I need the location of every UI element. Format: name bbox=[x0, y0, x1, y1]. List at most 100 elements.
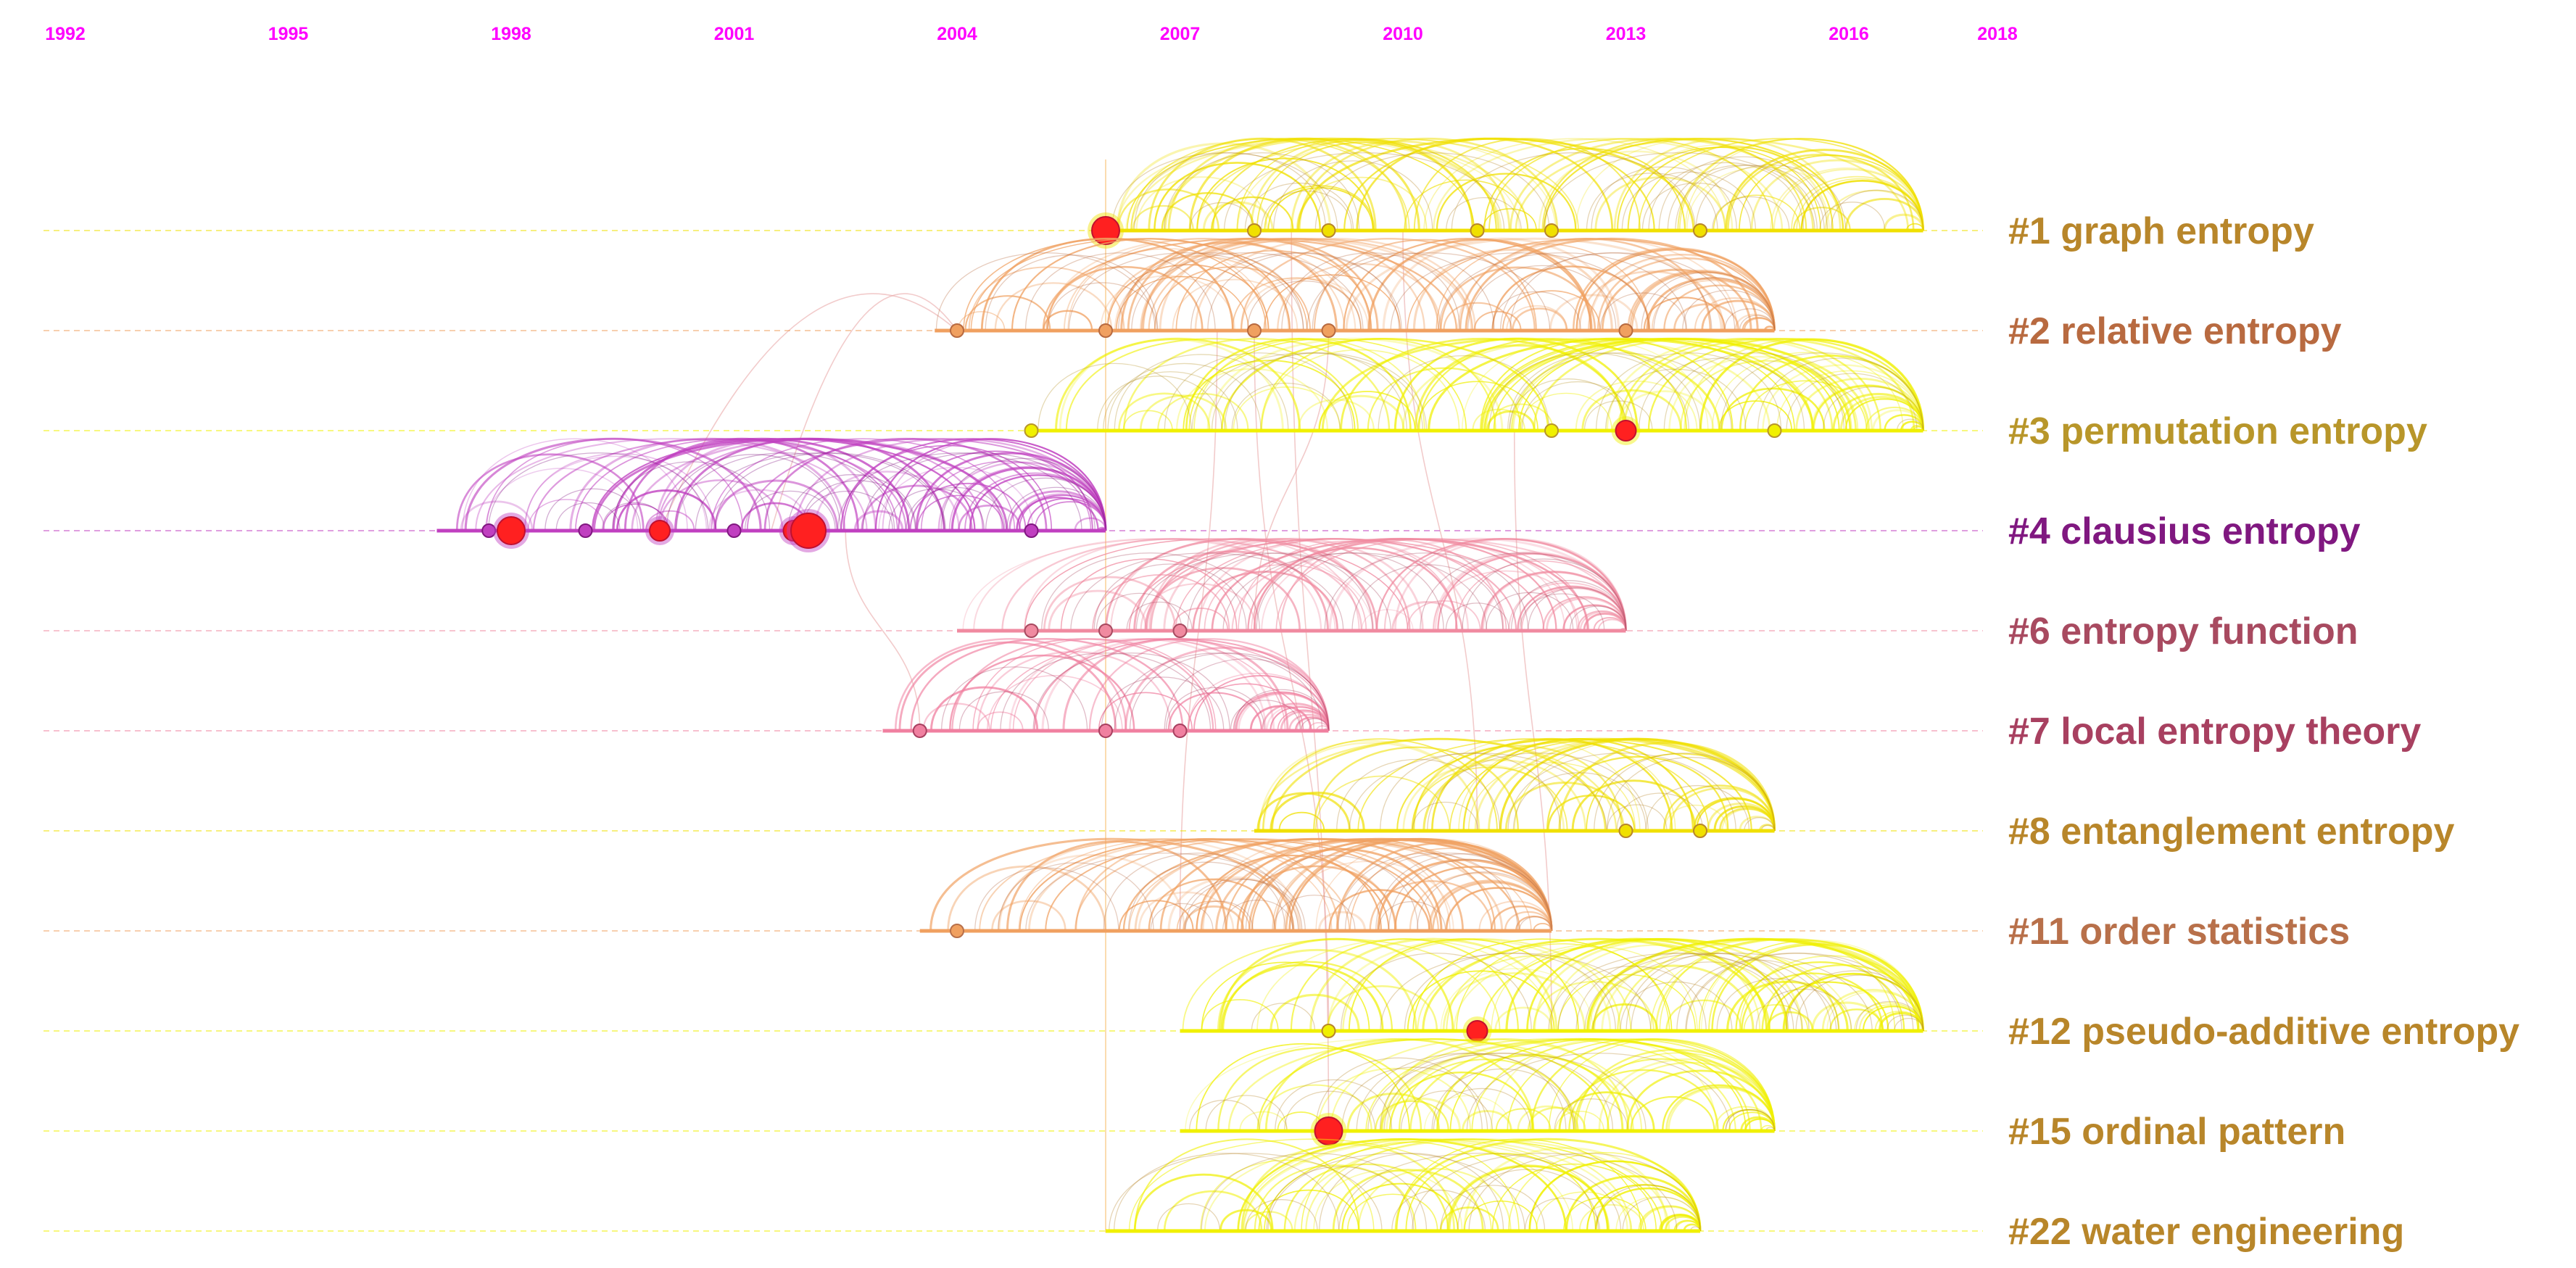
cluster-label[interactable]: #7 local entropy theory bbox=[2008, 710, 2421, 753]
citation-arc bbox=[1524, 1198, 1601, 1232]
cluster-label[interactable]: #12 pseudo-additive entropy bbox=[2008, 1011, 2519, 1053]
reference-node[interactable] bbox=[950, 924, 964, 938]
cluster-row[interactable]: #8 entanglement entropy bbox=[44, 737, 2455, 853]
reference-node[interactable] bbox=[1172, 724, 1188, 738]
citation-arc bbox=[1629, 270, 1776, 331]
cluster-label[interactable]: #2 relative entropy bbox=[2008, 310, 2342, 352]
cluster-row[interactable]: #1 graph entropy bbox=[44, 137, 2314, 252]
citation-arc bbox=[1844, 198, 1924, 231]
reference-node[interactable] bbox=[1615, 420, 1637, 442]
citation-arc bbox=[1865, 407, 1924, 431]
citation-arc bbox=[1456, 943, 1670, 1032]
cluster-row[interactable]: #3 permutation entropy bbox=[44, 337, 2427, 452]
citation-arc bbox=[1487, 403, 1554, 431]
citation-arc bbox=[1398, 1058, 1575, 1132]
citation-arc bbox=[1262, 738, 1498, 832]
citation-arc bbox=[1433, 551, 1627, 631]
citation-arc bbox=[1190, 252, 1402, 331]
cluster-row[interactable]: #12 pseudo-additive entropy bbox=[44, 937, 2519, 1053]
cluster-label[interactable]: #8 entanglement entropy bbox=[2008, 811, 2455, 853]
citation-arc bbox=[1673, 1219, 1702, 1232]
citation-arc bbox=[744, 490, 836, 531]
citation-arc bbox=[1032, 652, 1230, 732]
reference-node[interactable] bbox=[1693, 223, 1707, 238]
cluster-label[interactable]: #4 clausius entropy bbox=[2008, 510, 2361, 552]
cluster-row[interactable]: #2 relative entropy bbox=[44, 237, 2342, 352]
citation-arc bbox=[1068, 252, 1304, 331]
reference-node[interactable] bbox=[1024, 523, 1039, 538]
reference-node[interactable] bbox=[1314, 1116, 1343, 1145]
citation-arc bbox=[1462, 1110, 1512, 1132]
citation-arc bbox=[1344, 853, 1552, 932]
reference-node[interactable] bbox=[497, 516, 526, 545]
cluster-row[interactable]: #7 local entropy theory bbox=[44, 637, 2421, 753]
citation-arc bbox=[1528, 587, 1627, 631]
reference-node[interactable] bbox=[950, 323, 964, 338]
citation-arc bbox=[1486, 592, 1574, 631]
citation-arc bbox=[1157, 1203, 1221, 1232]
cluster-label[interactable]: #22 water engineering bbox=[2008, 1211, 2404, 1253]
citation-arc bbox=[1206, 337, 1504, 431]
cluster-label[interactable]: #11 order statistics bbox=[2008, 911, 2350, 953]
reference-node[interactable] bbox=[578, 523, 593, 538]
cluster-label[interactable]: #3 permutation entropy bbox=[2008, 410, 2427, 452]
citation-arc bbox=[800, 480, 916, 531]
reference-node[interactable] bbox=[1544, 223, 1559, 238]
reference-node[interactable] bbox=[1091, 216, 1120, 245]
reference-node[interactable] bbox=[726, 523, 742, 538]
citation-arc bbox=[1684, 138, 1924, 231]
citation-arc bbox=[1896, 418, 1924, 431]
cluster-label[interactable]: #1 graph entropy bbox=[2008, 210, 2314, 252]
citation-arc bbox=[1164, 658, 1330, 732]
cluster-label[interactable]: #15 ordinal pattern bbox=[2008, 1111, 2345, 1153]
reference-node[interactable] bbox=[1321, 223, 1336, 238]
reference-node[interactable] bbox=[1321, 1024, 1336, 1038]
cluster-row[interactable]: #22 water engineering bbox=[44, 1138, 2404, 1253]
reference-node[interactable] bbox=[1470, 223, 1485, 238]
reference-node[interactable] bbox=[1693, 824, 1707, 838]
citation-arc bbox=[1245, 1199, 1318, 1232]
citation-arc bbox=[1165, 687, 1265, 732]
reference-node[interactable] bbox=[1098, 323, 1113, 338]
reference-node[interactable] bbox=[912, 724, 927, 738]
reference-node[interactable] bbox=[1618, 824, 1633, 838]
cluster-row[interactable]: #11 order statistics bbox=[44, 837, 2350, 953]
citation-arc bbox=[711, 438, 1016, 531]
citation-arc bbox=[1701, 299, 1776, 331]
citation-arc bbox=[1127, 861, 1286, 932]
reference-node[interactable] bbox=[1024, 423, 1039, 438]
reference-node[interactable] bbox=[790, 513, 827, 549]
citation-arc bbox=[862, 452, 1096, 531]
citation-arc bbox=[1346, 1193, 1438, 1232]
citation-arc bbox=[1125, 138, 1520, 231]
citation-arc bbox=[1558, 1091, 1655, 1132]
citation-arc bbox=[1217, 1047, 1422, 1132]
reference-node[interactable] bbox=[1321, 323, 1336, 338]
reference-node[interactable] bbox=[1767, 423, 1782, 438]
reference-node[interactable] bbox=[1024, 623, 1039, 638]
reference-node[interactable] bbox=[481, 523, 497, 538]
reference-node[interactable] bbox=[1618, 323, 1633, 338]
cluster-label[interactable]: #6 entropy function bbox=[2008, 610, 2358, 652]
citation-arc bbox=[1435, 552, 1627, 631]
reference-node[interactable] bbox=[1247, 323, 1262, 338]
reference-node[interactable] bbox=[1098, 623, 1113, 638]
citation-arc bbox=[940, 666, 1088, 732]
cluster-row[interactable]: #15 ordinal pattern bbox=[44, 1037, 2345, 1153]
citation-arc bbox=[523, 455, 708, 531]
citation-arc bbox=[1273, 895, 1356, 932]
citation-arc bbox=[1185, 338, 1412, 431]
reference-node[interactable] bbox=[1466, 1020, 1488, 1042]
citation-arc bbox=[1694, 297, 1776, 331]
cluster-row[interactable]: #6 entropy function bbox=[44, 537, 2358, 652]
reference-node[interactable] bbox=[1247, 223, 1262, 238]
reference-node[interactable] bbox=[1544, 423, 1559, 438]
reference-node[interactable] bbox=[649, 520, 671, 542]
cluster-row[interactable]: #4 clausius entropy bbox=[44, 437, 2361, 552]
citation-arc bbox=[1686, 166, 1844, 231]
citation-arc bbox=[1686, 953, 1914, 1032]
citation-arc bbox=[1432, 138, 1784, 231]
year-label: 1992 bbox=[45, 24, 86, 44]
reference-node[interactable] bbox=[1098, 724, 1113, 738]
reference-node[interactable] bbox=[1172, 623, 1188, 638]
